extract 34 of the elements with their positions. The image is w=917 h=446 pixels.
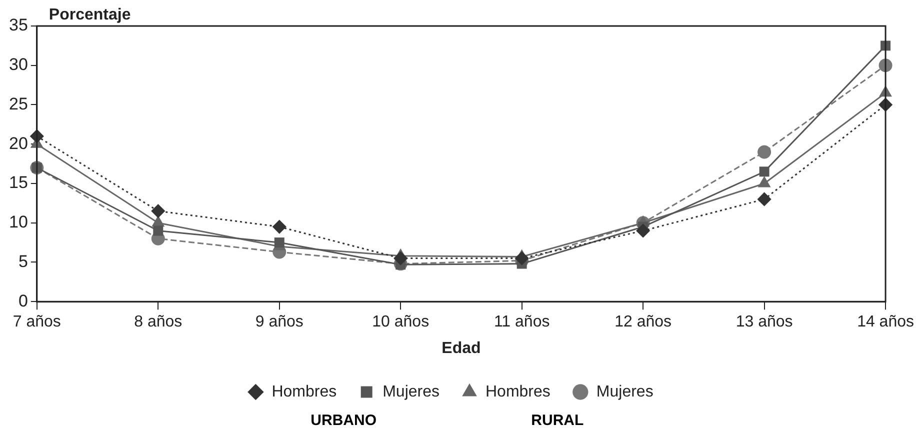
text: RURAL — [531, 412, 584, 429]
point — [274, 238, 284, 248]
point — [394, 252, 408, 266]
x-tick-label: 14 años — [857, 314, 914, 331]
y-tick-label: 20 — [8, 134, 28, 153]
point — [153, 226, 164, 236]
legend-label: Hombres — [486, 383, 550, 400]
y-tick-label: 5 — [18, 252, 28, 271]
y-axis-title: Porcentaje — [48, 6, 131, 24]
x-tick-label: 9 años — [255, 314, 304, 331]
x-tick-label: 7 años — [12, 314, 61, 331]
point — [151, 204, 165, 218]
y-tick-label: 35 — [8, 16, 28, 35]
x-tick-label: 12 años — [614, 314, 672, 331]
y-tick-label: 15 — [8, 173, 28, 192]
y-tick-label: 25 — [8, 94, 28, 114]
point — [758, 176, 770, 188]
point — [759, 166, 770, 177]
legend-label: Mujeres — [596, 383, 654, 400]
point — [272, 220, 286, 234]
point — [636, 224, 650, 238]
point — [758, 192, 772, 206]
legend-label: Hombres — [272, 383, 337, 400]
text: URBANO — [310, 412, 377, 429]
x-tick-label: 13 años — [736, 314, 793, 331]
x-tick-label: 8 años — [134, 314, 182, 331]
y-tick-label: 10 — [8, 212, 28, 232]
x-axis-title: Edad — [442, 340, 481, 357]
legend-label: Mujeres — [382, 383, 440, 400]
y-tick-label: 30 — [8, 55, 28, 74]
y-tick-label: 0 — [18, 291, 28, 310]
x-tick-label: 11 años — [494, 314, 550, 331]
x-tick-label: 10 años — [372, 314, 430, 331]
point — [758, 145, 772, 159]
